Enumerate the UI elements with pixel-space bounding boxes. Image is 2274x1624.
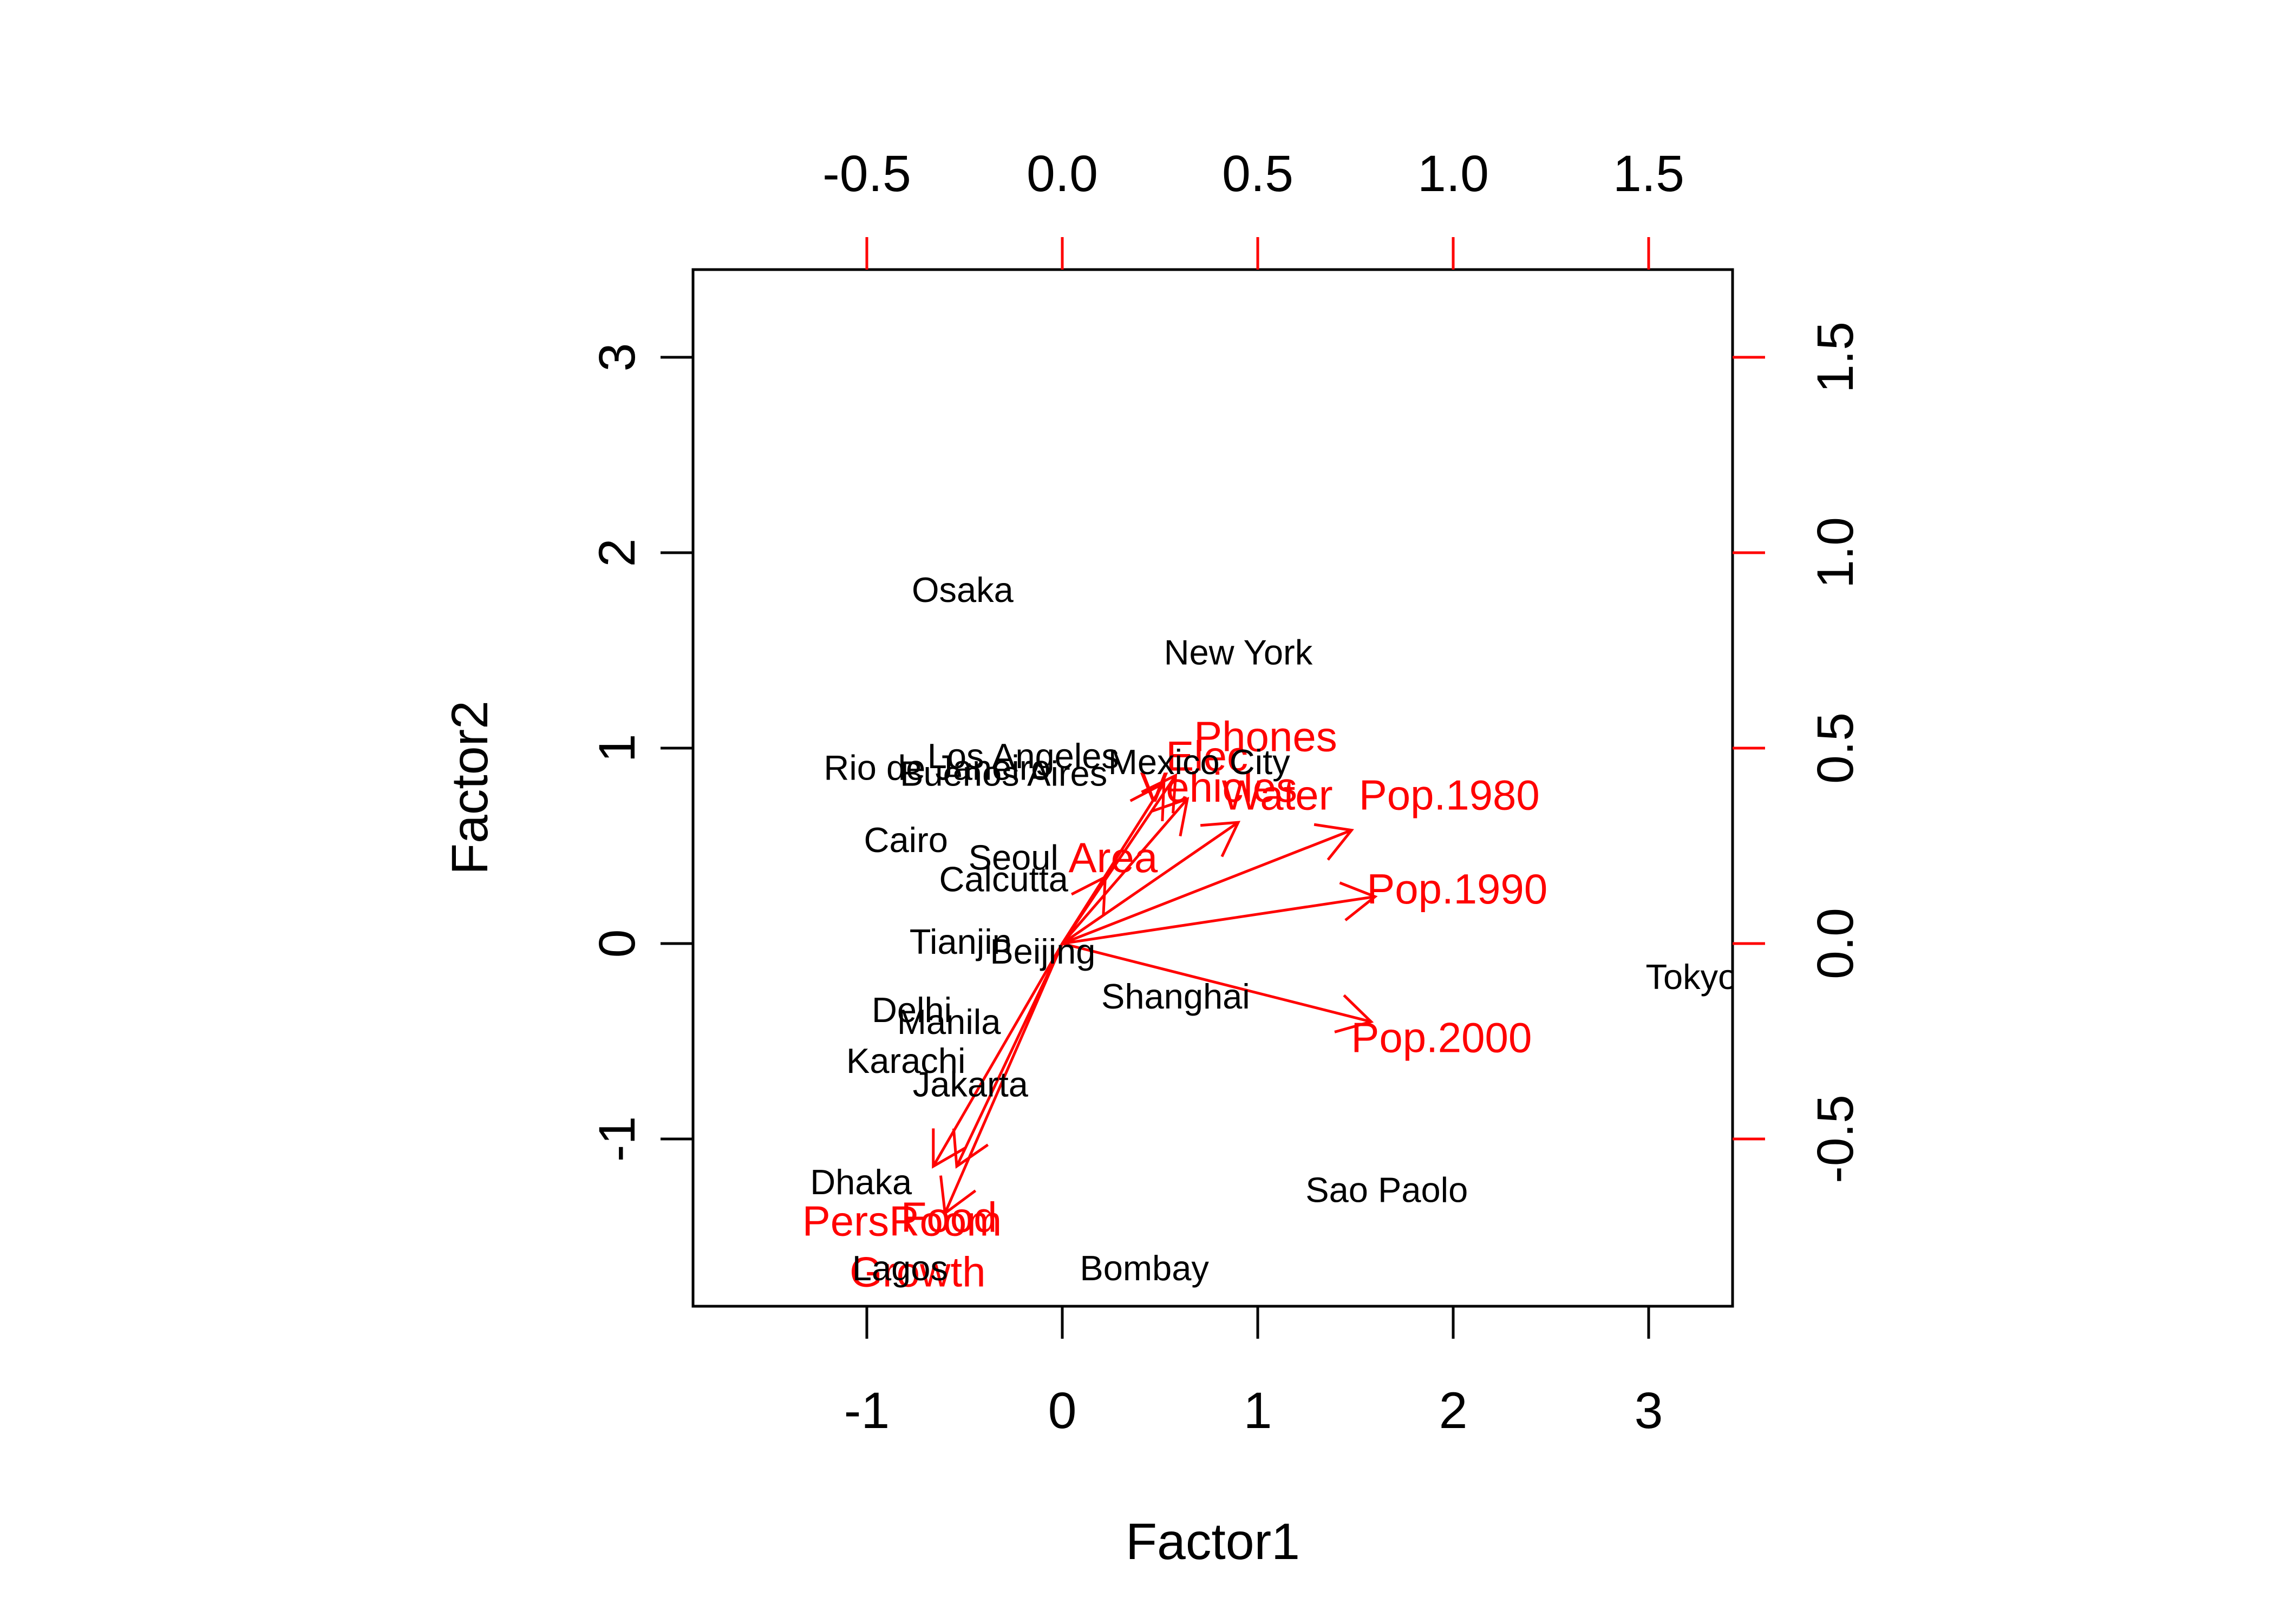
left-tick-label: 1 xyxy=(589,734,646,763)
loading-arrowhead xyxy=(932,1128,967,1169)
bottom-tick-label: 1 xyxy=(1244,1382,1272,1439)
loading-label: Area xyxy=(1068,834,1158,881)
loading-label: Phones xyxy=(1194,712,1337,760)
loading-label: Food xyxy=(901,1193,997,1241)
bottom-tick-label: -1 xyxy=(844,1382,890,1439)
city-label: Seoul xyxy=(969,838,1058,878)
loading-arrowhead xyxy=(952,1128,989,1169)
loading-arrow xyxy=(1061,876,1107,945)
city-label: Tianjin xyxy=(910,922,1012,961)
loading-label: Pop.2000 xyxy=(1351,1013,1532,1061)
city-label: Calcutta xyxy=(939,859,1068,899)
loading-label: Growth xyxy=(850,1248,985,1295)
city-label: Tokyo xyxy=(1646,957,1738,997)
loading-arrow xyxy=(932,942,1064,1167)
bottom-tick-label: 0 xyxy=(1048,1382,1077,1439)
city-label: Osaka xyxy=(912,570,1014,610)
city-label: Sao Paolo xyxy=(1305,1170,1468,1209)
right-tick-label: 1.0 xyxy=(1807,517,1864,588)
y-axis-title: Factor2 xyxy=(441,700,499,875)
top-tick-label: 0.0 xyxy=(1027,145,1098,202)
city-label: Rio de Janeiro xyxy=(824,748,1050,788)
left-tick-label: 0 xyxy=(589,929,646,958)
left-tick-label: 3 xyxy=(589,343,646,372)
bottom-tick-label: 3 xyxy=(1635,1382,1663,1439)
city-label: Cairo xyxy=(864,820,948,860)
loading-arrow xyxy=(1062,942,1371,1023)
loading-arrow xyxy=(1061,821,1239,945)
loading-label: PersRoom xyxy=(802,1197,1002,1245)
right-tick-label: 1.5 xyxy=(1807,322,1864,393)
loading-arrow xyxy=(1062,895,1375,945)
loading-arrow xyxy=(1061,798,1188,945)
city-label: New York xyxy=(1164,633,1313,672)
right-tick-label: 0.0 xyxy=(1807,908,1864,979)
city-label: Lagos xyxy=(852,1248,948,1288)
top-tick-label: 1.0 xyxy=(1417,145,1489,202)
bottom-tick-label: 2 xyxy=(1439,1382,1468,1439)
left-tick-label: 2 xyxy=(589,539,646,567)
loading-label: Water xyxy=(1222,771,1333,819)
city-label: Delhi xyxy=(872,990,952,1030)
loading-arrowhead xyxy=(1339,881,1378,921)
loading-label: Elec xyxy=(1166,732,1248,780)
loading-arrowhead xyxy=(939,1175,977,1216)
axes-layer: -1 0 1 2 3 -1 0 1 2 3 -0.5 0.0 0.5 1.0 1.5 -0.5 0.0 0.5 1.… xyxy=(589,145,1864,1439)
loading-arrowhead xyxy=(1314,823,1354,861)
loading-label: Vehicles xyxy=(1140,763,1298,811)
city-label: Manila xyxy=(897,1002,1001,1042)
city-label: Bombay xyxy=(1080,1248,1209,1288)
city-label: Jakarta xyxy=(913,1064,1029,1104)
loading-arrow xyxy=(944,943,1064,1214)
top-tick-label: -0.5 xyxy=(822,145,911,202)
top-tick-label: 0.5 xyxy=(1222,145,1293,202)
city-label: Buenos Aires xyxy=(900,754,1107,793)
top-tick-label: 1.5 xyxy=(1613,145,1684,202)
loading-label: Pop.1990 xyxy=(1367,865,1547,913)
city-label: Beijing xyxy=(990,932,1095,971)
left-tick-label: -1 xyxy=(589,1116,646,1162)
city-label: Mexico City xyxy=(1108,742,1290,782)
city-label: Shanghai xyxy=(1101,977,1250,1016)
city-label: Los Angeles xyxy=(927,736,1119,776)
loading-arrow xyxy=(1062,829,1352,945)
loading-label: Pop.1980 xyxy=(1359,771,1540,819)
city-label: Dhaka xyxy=(810,1162,912,1202)
loading-arrowhead xyxy=(1151,797,1190,837)
loading-arrowhead xyxy=(1141,773,1178,814)
loading-arrowhead xyxy=(1070,875,1107,915)
plot-frame xyxy=(691,268,1734,1308)
x-axis-title: Factor1 xyxy=(1126,1513,1300,1570)
city-label: Karachi xyxy=(846,1041,965,1081)
loading-arrowhead xyxy=(1200,821,1241,857)
right-tick-label: 0.5 xyxy=(1807,712,1864,784)
loading-arrowhead xyxy=(1334,994,1374,1033)
right-tick-label: -0.5 xyxy=(1807,1095,1864,1183)
